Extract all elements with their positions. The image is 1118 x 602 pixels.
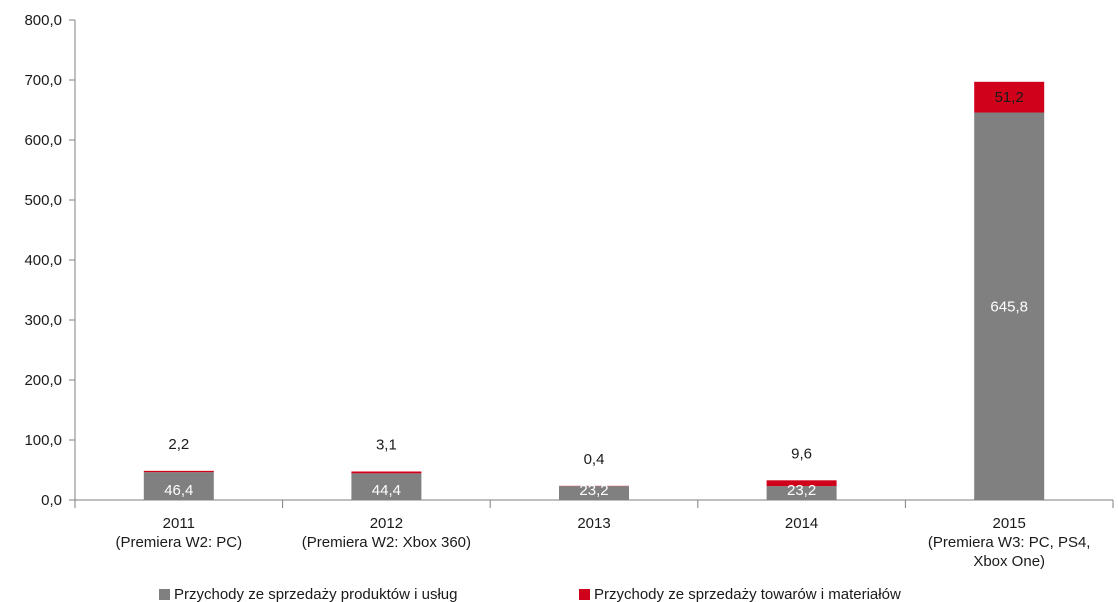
data-label-products: 23,2 — [579, 482, 608, 499]
bar-segment-goods — [143, 470, 214, 473]
legend-item-goods: Przychody ze sprzedaży towarów i materia… — [594, 586, 901, 602]
bar-segment-goods — [974, 81, 1045, 113]
y-tick-label: 100,0 — [24, 432, 62, 449]
x-category-label: 2012 — [370, 515, 403, 532]
legend-swatch — [159, 589, 170, 600]
y-tick-label: 500,0 — [24, 192, 62, 209]
x-category-label: Xbox One) — [973, 553, 1045, 570]
bar-segment-products — [143, 472, 214, 500]
data-label-goods: 3,1 — [376, 437, 397, 454]
bar-segment-goods — [351, 471, 422, 474]
legend: Przychody ze sprzedaży produktów i usług… — [159, 586, 901, 602]
data-label-products: 23,2 — [787, 482, 816, 499]
bar-segment-products — [766, 486, 837, 500]
bars-group — [143, 81, 1045, 501]
data-label-products: 44,4 — [372, 482, 401, 499]
y-tick-label: 800,0 — [24, 12, 62, 29]
data-label-goods: 2,2 — [168, 436, 189, 453]
y-tick-label: 300,0 — [24, 312, 62, 329]
data-label-goods: 9,6 — [791, 445, 812, 462]
data-label-products: 46,4 — [164, 482, 193, 499]
x-category-label: 2011 — [163, 515, 195, 532]
y-axis-ticks: 0,0 100,0 200,0 300,0 400,0 500,0 600,0 700,0 80… — [24, 12, 75, 509]
bar-segment-products — [351, 473, 422, 500]
x-category-label: 2015 — [993, 515, 1026, 532]
bar-segment-products — [559, 486, 629, 500]
x-axis-ticks — [74, 500, 1114, 508]
y-tick-label: 600,0 — [24, 132, 62, 149]
data-label-products: 645,8 — [990, 298, 1028, 315]
data-labels-group: 46,4 2,2 44,4 3,1 23,2 0,4 23,2 9,6 645,8 51,2 — [164, 89, 1028, 499]
category-labels-group: 2011 (Premiera W2: PC) 2012 (Premiera W2: X… — [115, 515, 1090, 570]
legend-item-products: Przychody ze sprzedaży produktów i usług — [174, 586, 457, 602]
y-tick-label: 400,0 — [24, 252, 62, 269]
data-label-goods: 51,2 — [995, 89, 1024, 106]
data-label-goods: 0,4 — [584, 451, 605, 468]
x-category-label: 2013 — [577, 515, 610, 532]
x-category-label: 2014 — [785, 515, 818, 532]
x-category-label: (Premiera W2: PC) — [115, 534, 242, 551]
y-tick-label: 700,0 — [24, 72, 62, 89]
legend-swatch — [579, 589, 590, 600]
x-category-label: (Premiera W3: PC, PS4, — [928, 534, 1091, 551]
bar-segment-products — [974, 112, 1045, 501]
bar-segment-goods — [766, 480, 837, 487]
x-category-label: (Premiera W2: Xbox 360) — [302, 534, 471, 551]
y-tick-label: 0,0 — [41, 492, 62, 509]
y-tick-label: 200,0 — [24, 372, 62, 389]
